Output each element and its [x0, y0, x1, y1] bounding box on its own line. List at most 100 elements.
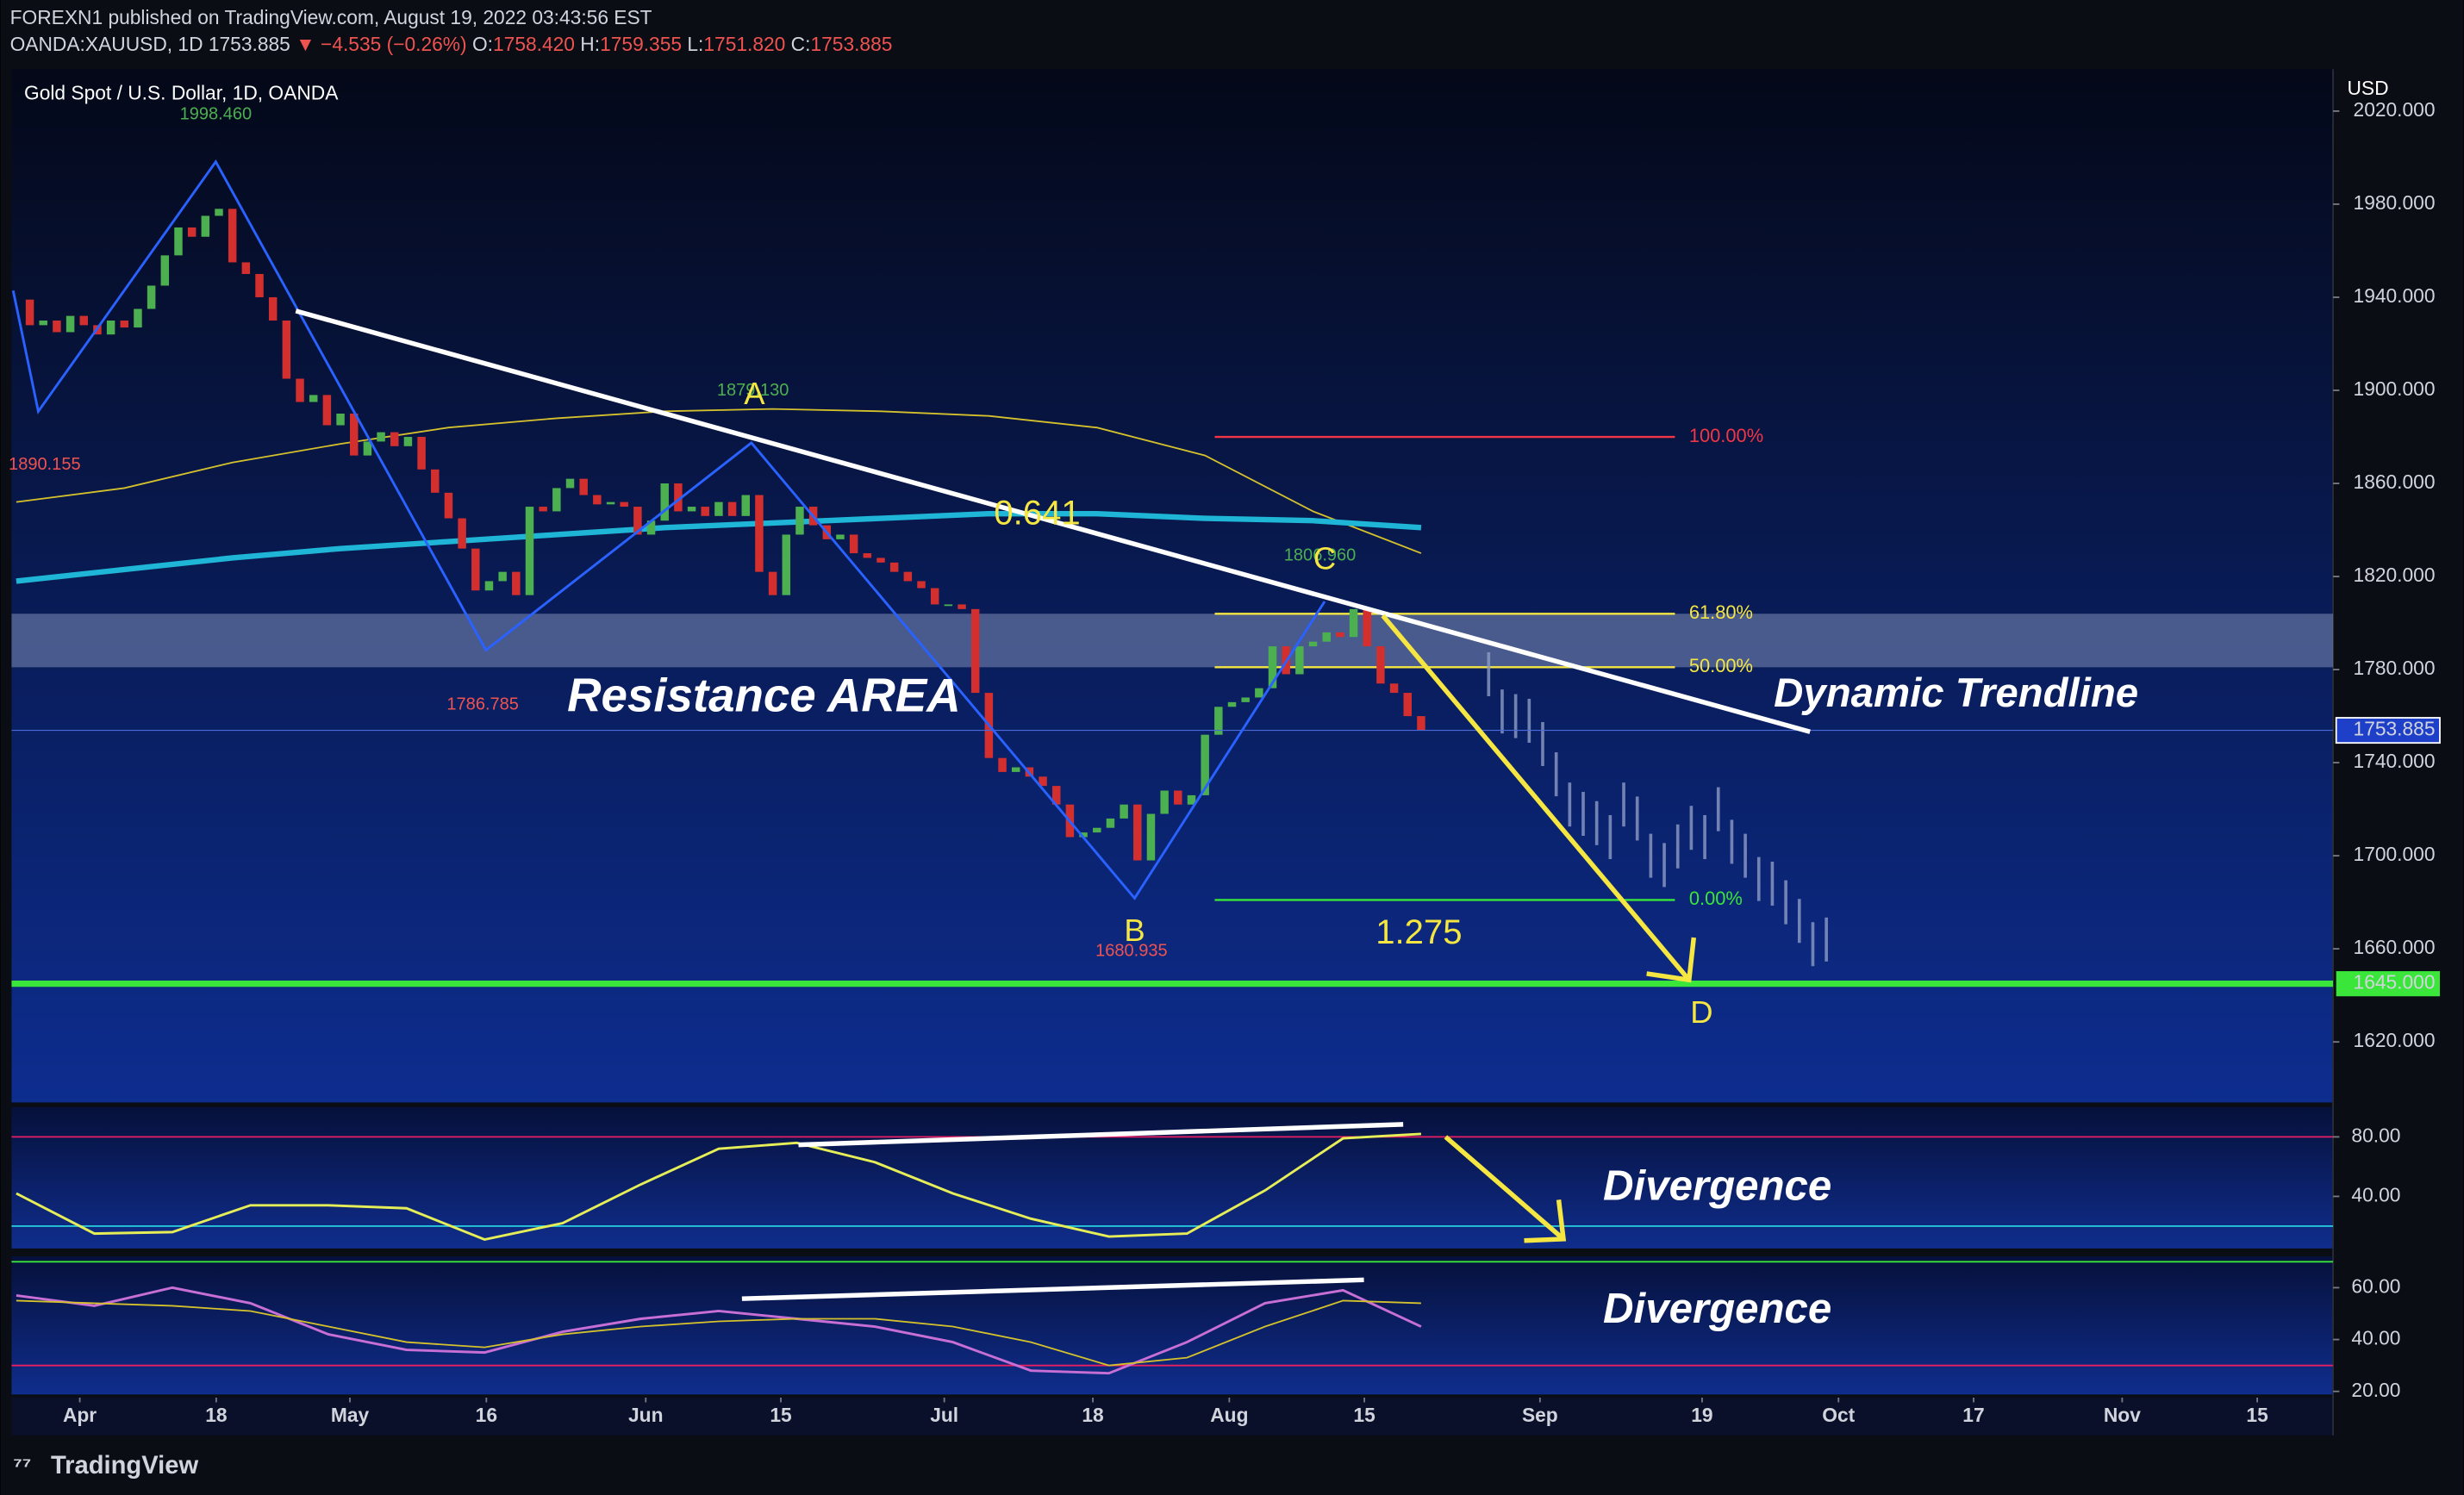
publisher: FOREXN1 published on TradingView.com, Au… [10, 6, 652, 28]
brand-logo: ⁷⁷ [13, 1454, 31, 1478]
y-tick-label: 1780.000 [2354, 657, 2436, 679]
x-tick-label: Jun [628, 1404, 663, 1426]
low: 1751.820 [703, 33, 785, 55]
price-tag [2335, 717, 2441, 744]
x-tick-label: 19 [1691, 1404, 1712, 1426]
candle [1039, 776, 1047, 787]
point-label: A [744, 376, 765, 411]
candle [336, 414, 345, 426]
projection-bar [1784, 880, 1787, 925]
candle [903, 571, 913, 582]
price-tag [2336, 971, 2440, 997]
projection-bar [1675, 824, 1680, 869]
candle [268, 296, 278, 321]
candle [65, 315, 75, 333]
candle [741, 495, 750, 516]
price-pane [11, 69, 2334, 1103]
candle [512, 571, 521, 595]
projection-bar [1744, 833, 1747, 878]
projection-bar [1770, 862, 1775, 906]
candle [282, 320, 291, 379]
candle [593, 495, 602, 505]
y-tick-label: 20.00 [2351, 1379, 2400, 1401]
candle [1214, 707, 1223, 735]
candle [215, 209, 223, 216]
x-tick-label: Apr [63, 1404, 97, 1426]
price-label: 1998.460 [180, 104, 253, 123]
candle [1389, 683, 1399, 694]
candle [1052, 786, 1061, 805]
candle [755, 495, 764, 572]
y-tick-label: 1900.000 [2354, 377, 2436, 400]
projection-bar [1622, 782, 1625, 827]
candle [1146, 813, 1156, 861]
candle [660, 483, 669, 521]
candle [633, 507, 642, 535]
candle [444, 492, 453, 519]
candle [768, 571, 777, 595]
candle [417, 437, 426, 470]
annotation: Dynamic Trendline [1774, 670, 2138, 716]
close-label: C: [791, 33, 811, 55]
annotation: Divergence [1603, 1285, 1831, 1332]
candle [1349, 608, 1358, 638]
resistance-zone [11, 614, 2334, 668]
time-axis [11, 1398, 2334, 1436]
candle [646, 520, 656, 535]
candle [1241, 697, 1250, 702]
arrow: ▼ [296, 33, 315, 55]
price-label: 1806.960 [1284, 545, 1357, 564]
arrowhead [1524, 1199, 1567, 1243]
projection-bar [1689, 806, 1694, 850]
candle [1255, 688, 1263, 698]
projection-bar [1730, 819, 1734, 864]
candle [106, 320, 115, 335]
arrowhead [1646, 937, 1697, 983]
point-label: B [1124, 913, 1145, 948]
candle [889, 562, 899, 572]
candle [1201, 734, 1209, 795]
oscillator-line [16, 1132, 1422, 1242]
candle [1174, 790, 1182, 805]
candle [309, 395, 318, 402]
oscillator-line [16, 1299, 1421, 1367]
harmonic-pattern [11, 159, 1326, 900]
candle [1187, 794, 1196, 805]
fib-label: 61.80% [1689, 601, 1753, 623]
candle [390, 432, 399, 446]
projection-bar [1703, 814, 1706, 860]
candle [1322, 632, 1331, 642]
arrow [1381, 614, 1691, 981]
x-tick-label: May [331, 1404, 370, 1426]
high: 1759.355 [600, 33, 682, 55]
trendline [295, 308, 1811, 734]
moving-average [16, 510, 1422, 584]
y-tick-label: 1980.000 [2354, 191, 2436, 214]
candle [674, 483, 683, 512]
candle [201, 215, 210, 237]
ratio-label: 0.641 [994, 494, 1080, 532]
symbol-line: OANDA:XAUUSD, 1D 1753.885 ▼ −4.535 (−0.2… [10, 33, 893, 55]
currency: USD [2347, 77, 2388, 99]
price-label: 1680.935 [1095, 942, 1168, 961]
candle [849, 534, 858, 554]
divergence-line [798, 1122, 1404, 1148]
candle [241, 262, 251, 274]
x-tick-label: Oct [1822, 1404, 1855, 1426]
y-tick-label: 40.00 [2351, 1183, 2400, 1205]
annotation: Divergence [1603, 1162, 1831, 1210]
candle [1363, 608, 1371, 647]
divergence-line [741, 1277, 1364, 1301]
candle [147, 285, 156, 309]
projection-bar [1811, 922, 1815, 967]
candle [322, 395, 332, 426]
candle [1160, 790, 1169, 814]
y-tick-label: 40.00 [2351, 1327, 2400, 1349]
candle [1011, 767, 1020, 772]
candle [1336, 632, 1344, 638]
candle [363, 441, 372, 456]
candle [458, 518, 466, 549]
open-label: O: [472, 33, 493, 55]
symbol: OANDA:XAUUSD, 1D [10, 33, 203, 55]
projection-bar [1594, 800, 1599, 845]
